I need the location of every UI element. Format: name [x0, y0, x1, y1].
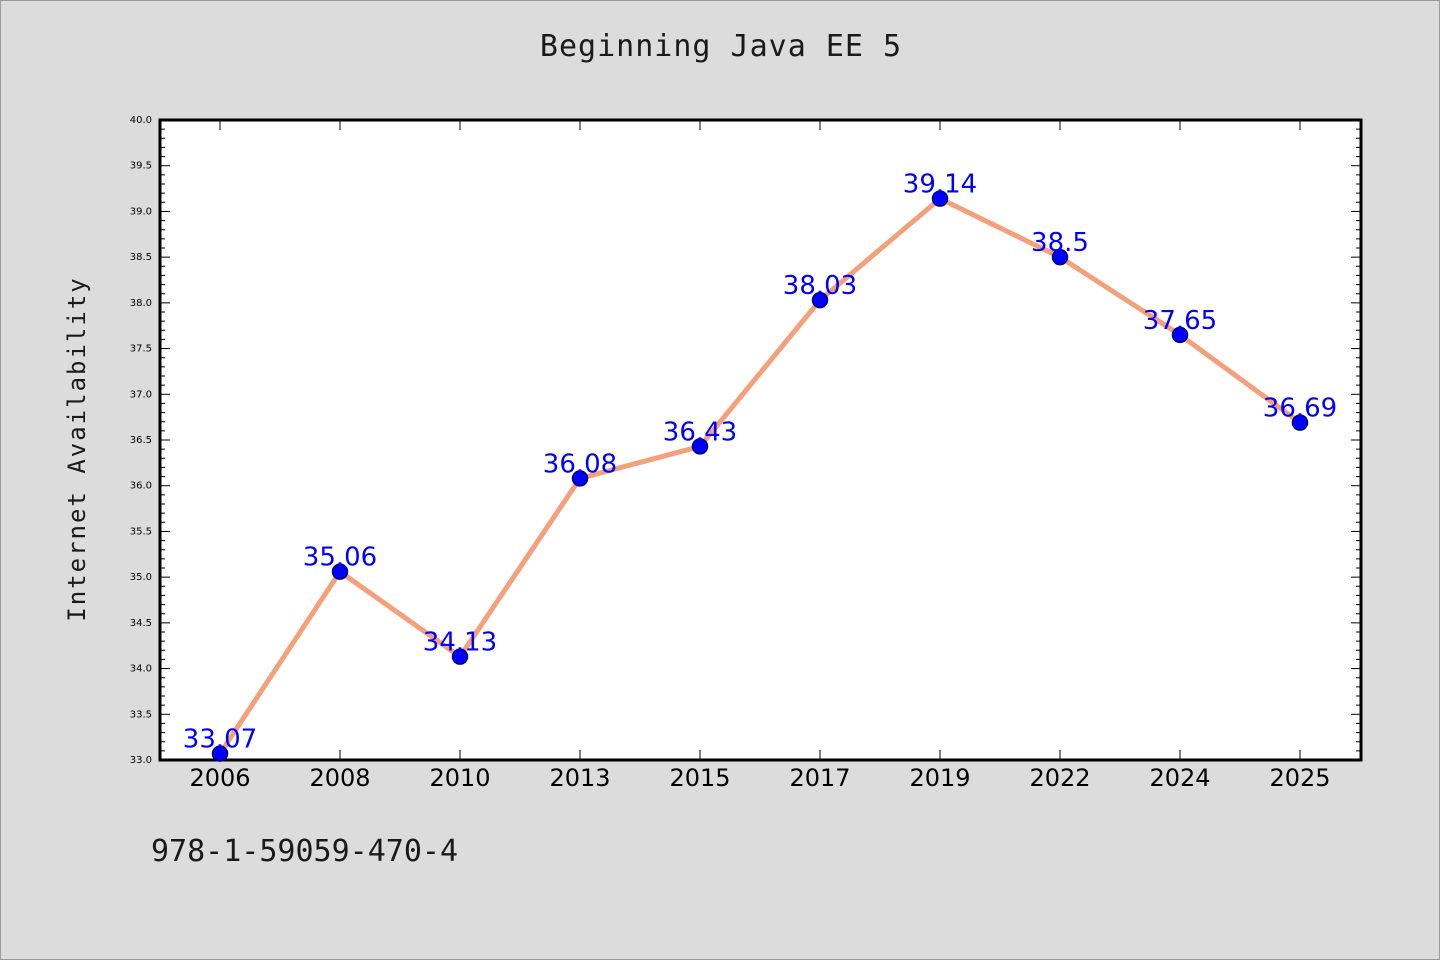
data-point	[811, 291, 829, 309]
series-line	[217, 196, 1303, 757]
data-point	[331, 563, 349, 580]
data-label: 35.06	[303, 543, 377, 573]
data-label: 36.08	[543, 449, 617, 479]
data-label-layer: 33.07 35.06 34.13 36.08 36.43 38.03 39.14 38.5 3…	[183, 170, 1337, 755]
plot-area	[158, 118, 1363, 762]
y-tick-label: 35.0	[130, 572, 152, 583]
x-tick-label: 2013	[549, 764, 610, 792]
y-tick-label: 34.5	[130, 618, 152, 629]
data-label: 33.07	[183, 725, 257, 755]
y-tick-label: 33.0	[130, 755, 152, 766]
x-tick-label: 2024	[1149, 764, 1210, 792]
x-tick-label: 2008	[309, 764, 370, 792]
y-tick-label: 38.0	[130, 298, 152, 309]
data-label: 37.65	[1143, 306, 1217, 336]
data-label: 34.13	[423, 628, 497, 658]
data-label: 36.69	[1263, 394, 1337, 424]
series-layer	[211, 190, 1309, 762]
y-tick-label: 33.5	[130, 709, 152, 720]
y-tick-label: 39.5	[130, 161, 152, 172]
data-point	[571, 470, 589, 487]
data-label: 36.43	[663, 417, 737, 447]
data-point	[211, 745, 229, 762]
y-tick-label: 38.5	[130, 252, 152, 263]
x-tick-label: 2015	[669, 764, 730, 792]
data-point	[1051, 248, 1069, 266]
y-tick-label: 36.0	[130, 481, 152, 492]
y-tick-label: 37.0	[130, 389, 152, 400]
y-axis-ticks: 33.0 33.5 34.0 34.5 35.0 35.5 36.0 36.5 37.0 37.5…	[130, 115, 1361, 766]
y-tick-label: 35.5	[130, 526, 152, 537]
x-tick-label: 2022	[1029, 764, 1090, 792]
y-tick-label: 39.0	[130, 206, 152, 217]
y-tick-label: 34.0	[130, 664, 152, 675]
x-tick-label: 2010	[429, 764, 490, 792]
y-tick-label: 36.5	[130, 435, 152, 446]
data-point	[1291, 414, 1309, 431]
x-tick-label: 2019	[909, 764, 970, 792]
data-point	[931, 190, 949, 207]
x-tick-label: 2025	[1269, 764, 1330, 792]
x-axis-ticks: 2006 2008 2010 2013 2015 2017 2019 2022 2024 2025	[189, 120, 1331, 792]
y-tick-label: 40.0	[130, 115, 152, 126]
data-point	[691, 438, 709, 455]
data-label: 38.03	[783, 271, 857, 301]
y-tick-label: 37.5	[130, 344, 152, 355]
data-label: 39.14	[903, 170, 977, 200]
x-tick-label: 2006	[189, 764, 250, 792]
isbn-caption: 978-1-59059-470-4	[151, 834, 459, 869]
data-point	[451, 648, 469, 665]
x-tick-label: 2017	[789, 764, 850, 792]
data-label: 38.5	[1031, 228, 1089, 258]
chart-title: Beginning Java EE 5	[539, 29, 903, 64]
data-point	[1171, 326, 1189, 344]
